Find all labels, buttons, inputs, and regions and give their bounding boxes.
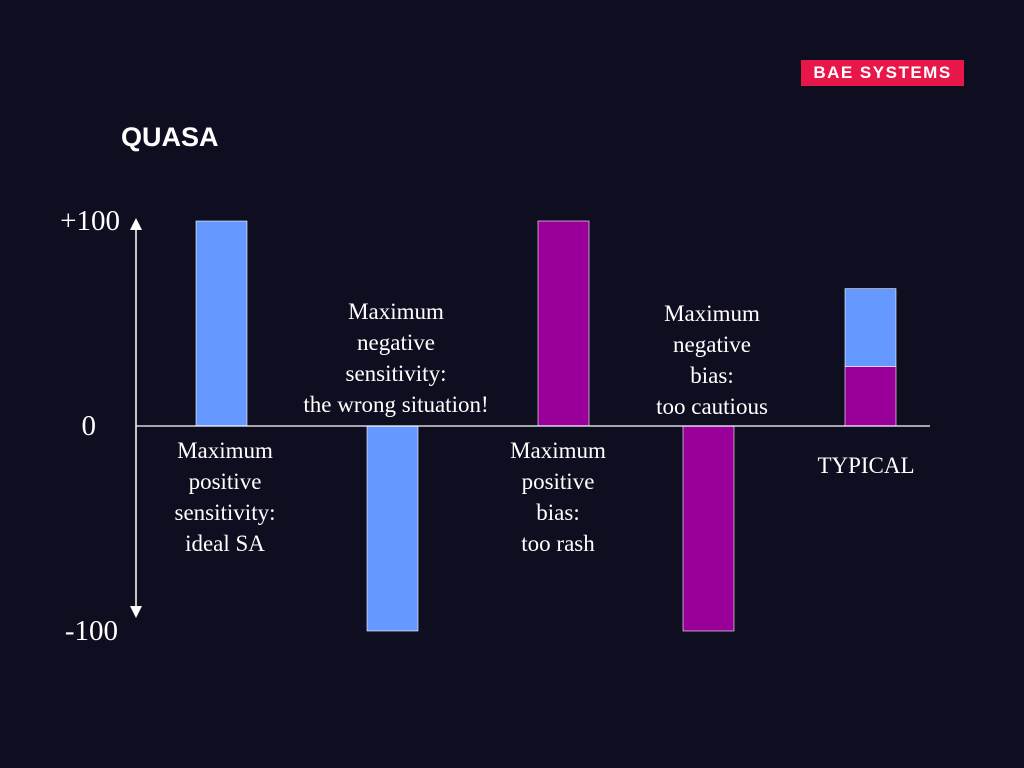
bar-1 [366, 425, 419, 632]
annotation-negative-sensitivity: Maximum negative sensitivity: the wrong … [303, 299, 489, 417]
bar-3 [682, 425, 735, 632]
annotation-positive-sensitivity: Maximum positive sensitivity: ideal SA [174, 438, 276, 556]
annotation-negative-bias: Maximum negative bias: too cautious [656, 301, 768, 419]
y-tick-label-zero: 0 [81, 410, 97, 442]
annotation-typical: TYPICAL [817, 453, 915, 478]
annotation-positive-bias: Maximum positive bias: too rash [510, 438, 606, 556]
bar-5 [844, 366, 897, 427]
bar-0 [195, 220, 248, 427]
bars-group [195, 220, 897, 632]
y-tick-label-max: +100 [60, 205, 120, 237]
bae-systems-logo: BAE SYSTEMS [801, 60, 964, 86]
y-tick-label-min: -100 [64, 615, 118, 647]
bar-2 [537, 220, 590, 427]
bar-4 [844, 288, 897, 367]
chart-title: QUASA [121, 122, 219, 152]
